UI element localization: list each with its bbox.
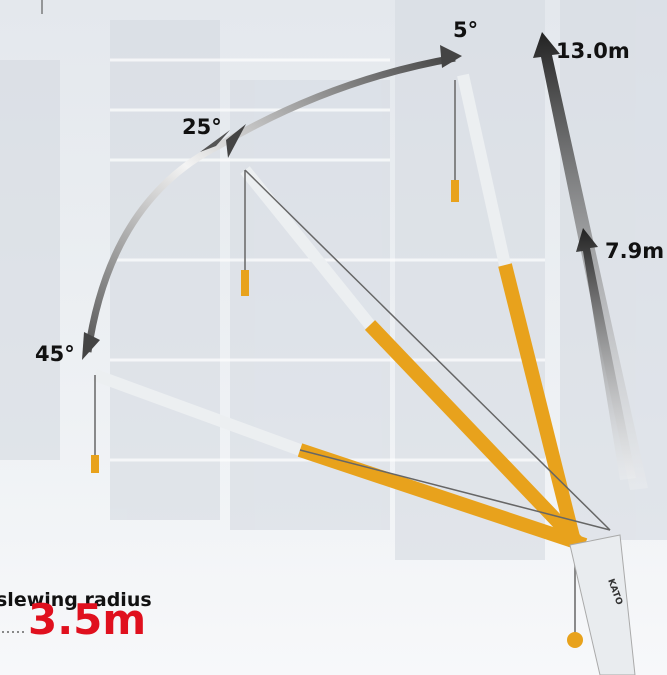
height-label: 7.9m bbox=[605, 239, 664, 263]
angle-label: 5° bbox=[453, 18, 478, 42]
crane-diagram: KATO 5° 25° 45° 13.0m 7.9m slewing radiu… bbox=[0, 0, 667, 675]
angle-label: 45° bbox=[35, 342, 75, 366]
slewing-value: 3.5m bbox=[28, 595, 146, 644]
height-label: 13.0m bbox=[556, 39, 630, 63]
angle-label: 25° bbox=[182, 115, 222, 139]
